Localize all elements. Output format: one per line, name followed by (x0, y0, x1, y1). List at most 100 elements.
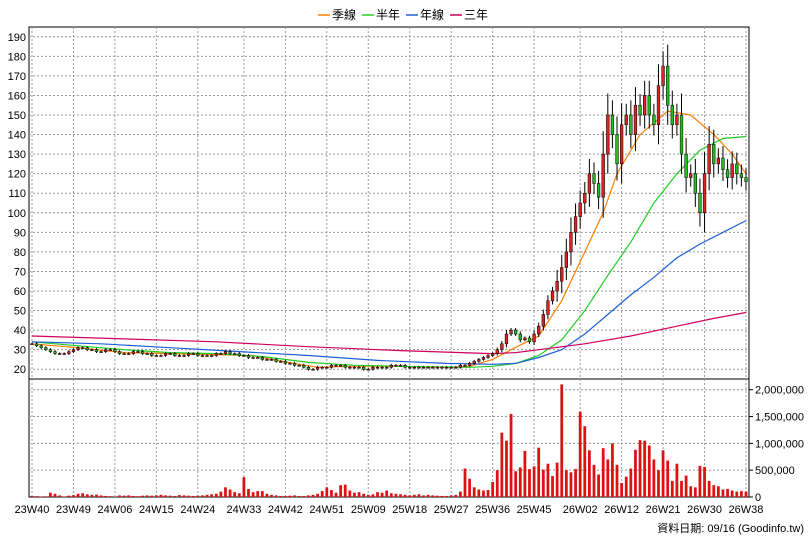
candle-body (661, 65, 665, 86)
price-tick-label: 40 (14, 325, 26, 337)
candle-body (117, 351, 122, 354)
candle-body (242, 355, 246, 357)
volume-bar (187, 495, 191, 497)
volume-bar (426, 494, 430, 497)
volume-bar (159, 494, 163, 497)
candle-body (140, 351, 145, 354)
volume-bar (113, 496, 117, 497)
volume-bar (578, 411, 582, 497)
candle-body (435, 367, 439, 369)
candle-body (629, 114, 633, 135)
volume-bar (680, 480, 683, 497)
volume-bar (311, 494, 315, 497)
volume-bar (108, 496, 112, 497)
volume-bar (463, 468, 467, 497)
volume-bar (191, 495, 195, 497)
candle-body (592, 173, 596, 184)
volume-bar (81, 493, 85, 497)
volume-bar (726, 488, 729, 497)
price-tick-label: 140 (8, 130, 26, 142)
candle-body (606, 114, 610, 155)
price-tick-label: 50 (14, 306, 26, 318)
volume-bar (256, 491, 260, 497)
candle-body (417, 367, 421, 369)
candle-body (191, 353, 195, 355)
candle-body (721, 157, 725, 171)
candle-body (555, 280, 559, 292)
price-grid (29, 36, 749, 370)
volume-bar (95, 494, 98, 497)
x-tick-label: 25W45 (517, 504, 552, 516)
candle-body (633, 104, 638, 135)
candle-body (283, 361, 287, 364)
candle-body (504, 333, 509, 345)
candle-body (159, 355, 163, 357)
volume-bar (178, 495, 181, 497)
candle-body (666, 65, 670, 106)
candle-body (380, 367, 384, 369)
candle-body (578, 202, 582, 217)
candle-body (306, 367, 311, 370)
volume-bar (495, 470, 499, 497)
x-tick-label: 24W42 (268, 504, 303, 516)
volume-bar (53, 493, 57, 497)
candle-body (269, 359, 274, 361)
volume-bar (574, 469, 577, 497)
candle-body (652, 114, 656, 126)
volume-bar (145, 495, 149, 497)
price-tick-label: 100 (8, 208, 26, 220)
candle-body (656, 85, 661, 126)
candle-body (99, 351, 103, 353)
candle-body (81, 347, 85, 349)
candle-body (647, 95, 651, 116)
candle-body (343, 365, 347, 368)
candle-body (601, 153, 605, 198)
volume-bar (657, 470, 660, 497)
volume-bar (44, 496, 48, 497)
candle-body (546, 300, 550, 315)
candle-body (71, 349, 76, 352)
candle-body (463, 365, 467, 367)
volume-bar (343, 484, 347, 497)
volume-bar (477, 489, 481, 497)
price-tick-label: 170 (8, 71, 26, 83)
candle-body (274, 359, 278, 362)
price-panel (28, 26, 750, 380)
x-tick-label: 24W51 (309, 504, 344, 516)
candle-body (76, 347, 80, 350)
volume-bar (173, 495, 177, 497)
volume-bar (399, 494, 402, 497)
candle-body (615, 134, 619, 165)
candle-body (619, 124, 624, 165)
volume-bar (592, 464, 596, 497)
x-tick-label: 26W30 (687, 504, 722, 516)
candle-body (104, 349, 108, 352)
volume-bar (297, 495, 301, 497)
candle-body (398, 365, 403, 367)
candle-body (237, 353, 241, 356)
price-tick-label: 30 (14, 345, 26, 357)
candle-body (371, 367, 375, 370)
volume-bar (454, 494, 458, 497)
x-tick-label: 23W49 (56, 504, 91, 516)
volume-bar (440, 495, 444, 497)
volume-bar (214, 493, 218, 497)
candle-body (458, 365, 463, 368)
volume-bar (62, 496, 66, 497)
volume-bar (528, 469, 531, 497)
volume-bar (435, 495, 439, 497)
volume-bar (482, 490, 485, 497)
volume-bar (265, 493, 269, 497)
volume-bar (698, 465, 702, 497)
volume-bar (274, 495, 278, 497)
volume-bar (288, 495, 292, 497)
candle-body (403, 365, 407, 368)
volume-bar (431, 495, 435, 497)
candle-body (154, 355, 159, 357)
candle-body (246, 355, 251, 358)
volume-bar (624, 476, 628, 497)
volume-bar (505, 440, 508, 497)
candle-body (693, 173, 697, 194)
volume-bar (72, 495, 75, 497)
volume-bar (389, 493, 393, 497)
